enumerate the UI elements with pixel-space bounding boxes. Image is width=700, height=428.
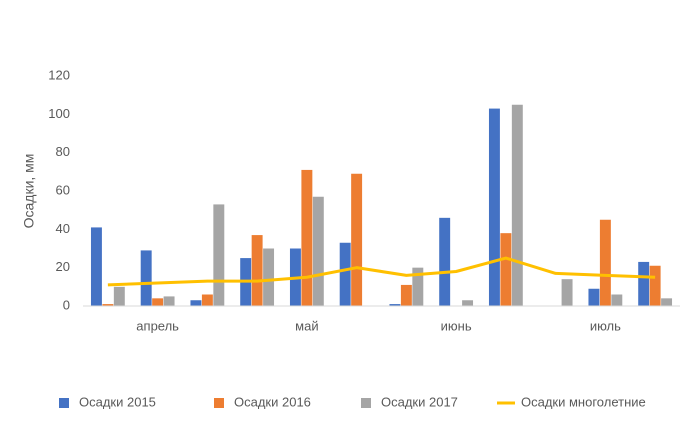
bar bbox=[611, 294, 623, 306]
bar bbox=[102, 304, 114, 306]
bar bbox=[90, 227, 102, 306]
y-tick-label: 0 bbox=[63, 297, 70, 312]
line bbox=[107, 256, 656, 287]
bar bbox=[511, 104, 523, 306]
x-tick-label: июль bbox=[590, 318, 621, 333]
bar bbox=[649, 265, 661, 306]
legend-label: Осадки многолетние bbox=[521, 394, 646, 409]
bar bbox=[301, 169, 313, 306]
y-tick-label: 60 bbox=[56, 182, 70, 197]
bar bbox=[500, 233, 512, 306]
y-tick-label: 40 bbox=[56, 221, 70, 236]
y-tick-label: 120 bbox=[48, 67, 70, 82]
bar bbox=[400, 284, 412, 306]
x-tick-label: июнь bbox=[441, 318, 472, 333]
bar bbox=[263, 248, 275, 306]
bar bbox=[561, 279, 573, 306]
bar bbox=[389, 304, 401, 306]
bar bbox=[339, 242, 351, 306]
x-tick-label: май bbox=[295, 318, 318, 333]
bar bbox=[661, 298, 673, 306]
bar bbox=[163, 296, 175, 306]
bar bbox=[251, 235, 263, 306]
y-tick-label: 20 bbox=[56, 259, 70, 274]
legend-label: Осадки 2016 bbox=[234, 394, 311, 409]
bar bbox=[351, 173, 363, 306]
bar bbox=[599, 219, 611, 306]
bar bbox=[152, 298, 164, 306]
legend-label: Осадки 2017 bbox=[381, 394, 458, 409]
bar bbox=[140, 250, 152, 306]
y-tick-label: 80 bbox=[56, 144, 70, 159]
legend-label: Осадки 2015 bbox=[79, 394, 156, 409]
bar bbox=[213, 204, 225, 306]
bar bbox=[462, 300, 474, 306]
bar bbox=[113, 286, 125, 306]
bar bbox=[190, 300, 202, 306]
bar bbox=[201, 294, 213, 306]
x-tick-label: апрель bbox=[136, 318, 179, 333]
bar bbox=[412, 267, 424, 306]
y-tick-label: 100 bbox=[48, 106, 70, 121]
legend-swatch bbox=[214, 398, 224, 408]
bar bbox=[638, 261, 650, 306]
bar bbox=[312, 196, 324, 306]
legend-swatch bbox=[361, 398, 371, 408]
legend-swatch bbox=[59, 398, 69, 408]
bar bbox=[439, 217, 451, 306]
bar bbox=[588, 288, 600, 306]
y-axis-title: Осадки, мм bbox=[21, 154, 37, 229]
bar bbox=[488, 108, 500, 306]
